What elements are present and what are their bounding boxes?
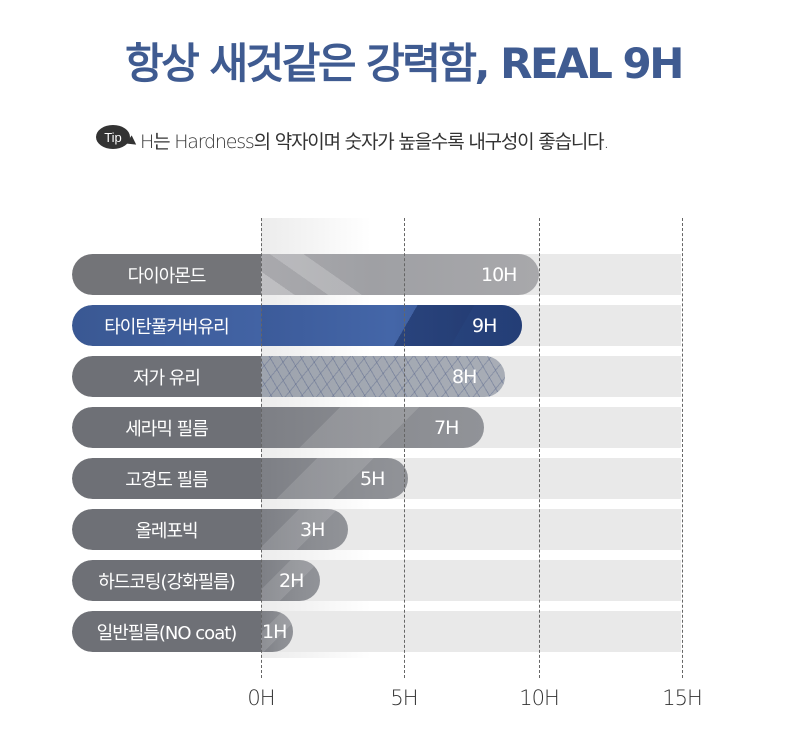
bar-value: 1H (262, 620, 287, 643)
bar-cheap-glass: 저가 유리 8H (72, 356, 505, 397)
bar-label-bg (72, 305, 261, 346)
bar-label-bg (72, 458, 261, 499)
bar-value: 9H (472, 314, 497, 337)
bar-ceramic-film: 세라믹 필름 7H (72, 407, 484, 448)
x-tick-label: 0H (247, 686, 275, 710)
bar-label-bg (72, 611, 261, 652)
tip-badge: Tip (96, 125, 130, 149)
phone-texture (261, 560, 320, 601)
bar-label: 다이아몬드 (127, 265, 207, 287)
gridline-10h (539, 218, 540, 678)
tip-note: Tip H는 Hardness의 약자이며 숫자가 높을수록 내구성이 좋습니다… (96, 122, 609, 158)
bar-hard-coating: 하드코팅(강화필름) 2H (72, 560, 320, 601)
bar-diamond: 다이아몬드 10H (72, 254, 539, 295)
bar-oleophobic: 올레포빅 3H (72, 509, 348, 550)
bar-value: 2H (279, 569, 304, 592)
bar-label: 올레포빅 (135, 520, 198, 542)
bar-label: 저가 유리 (133, 367, 201, 389)
phone-texture (261, 509, 348, 550)
phone-texture (261, 458, 408, 499)
bar-label-bg (72, 407, 261, 448)
x-tick-label: 15H (662, 686, 703, 710)
bar-label: 타이탄풀커버유리 (104, 316, 229, 338)
phone-texture (261, 407, 484, 448)
bar-value: 7H (434, 416, 459, 439)
diamond-texture (261, 254, 539, 295)
x-tick-label: 10H (519, 686, 560, 710)
x-tick-label: 5H (390, 686, 418, 710)
cracked-glass-texture (261, 356, 505, 397)
phone-screen-texture (261, 305, 522, 346)
tip-text: H는 Hardness의 약자이며 숫자가 높을수록 내구성이 좋습니다. (140, 130, 609, 153)
bar-label-bg (72, 509, 261, 550)
gridline-15h (682, 218, 683, 678)
bar-label: 하드코팅(강화필름) (98, 571, 236, 593)
bar-label: 고경도 필름 (125, 469, 209, 491)
bar-value: 8H (452, 365, 477, 388)
bar-value: 10H (481, 263, 517, 286)
bar-label-bg (72, 560, 261, 601)
bar-value: 3H (300, 518, 325, 541)
gridline-0h (261, 218, 262, 678)
bar-value: 5H (360, 467, 385, 490)
bar-label: 일반필름(NO coat) (96, 622, 238, 644)
bar-label-bg (72, 254, 261, 295)
phone-texture (261, 611, 293, 652)
page-title: 항상 새것같은 강력함, REAL 9H (125, 39, 684, 88)
bar-titan-full-cover-glass: 타이탄풀커버유리 9H (72, 305, 522, 346)
gridline-5h (404, 218, 405, 678)
bar-label-bg (72, 356, 261, 397)
bar-normal-film: 일반필름(NO coat) 1H (72, 611, 293, 652)
bar-label: 세라믹 필름 (125, 418, 209, 440)
bar-high-hardness-film: 고경도 필름 5H (72, 458, 408, 499)
